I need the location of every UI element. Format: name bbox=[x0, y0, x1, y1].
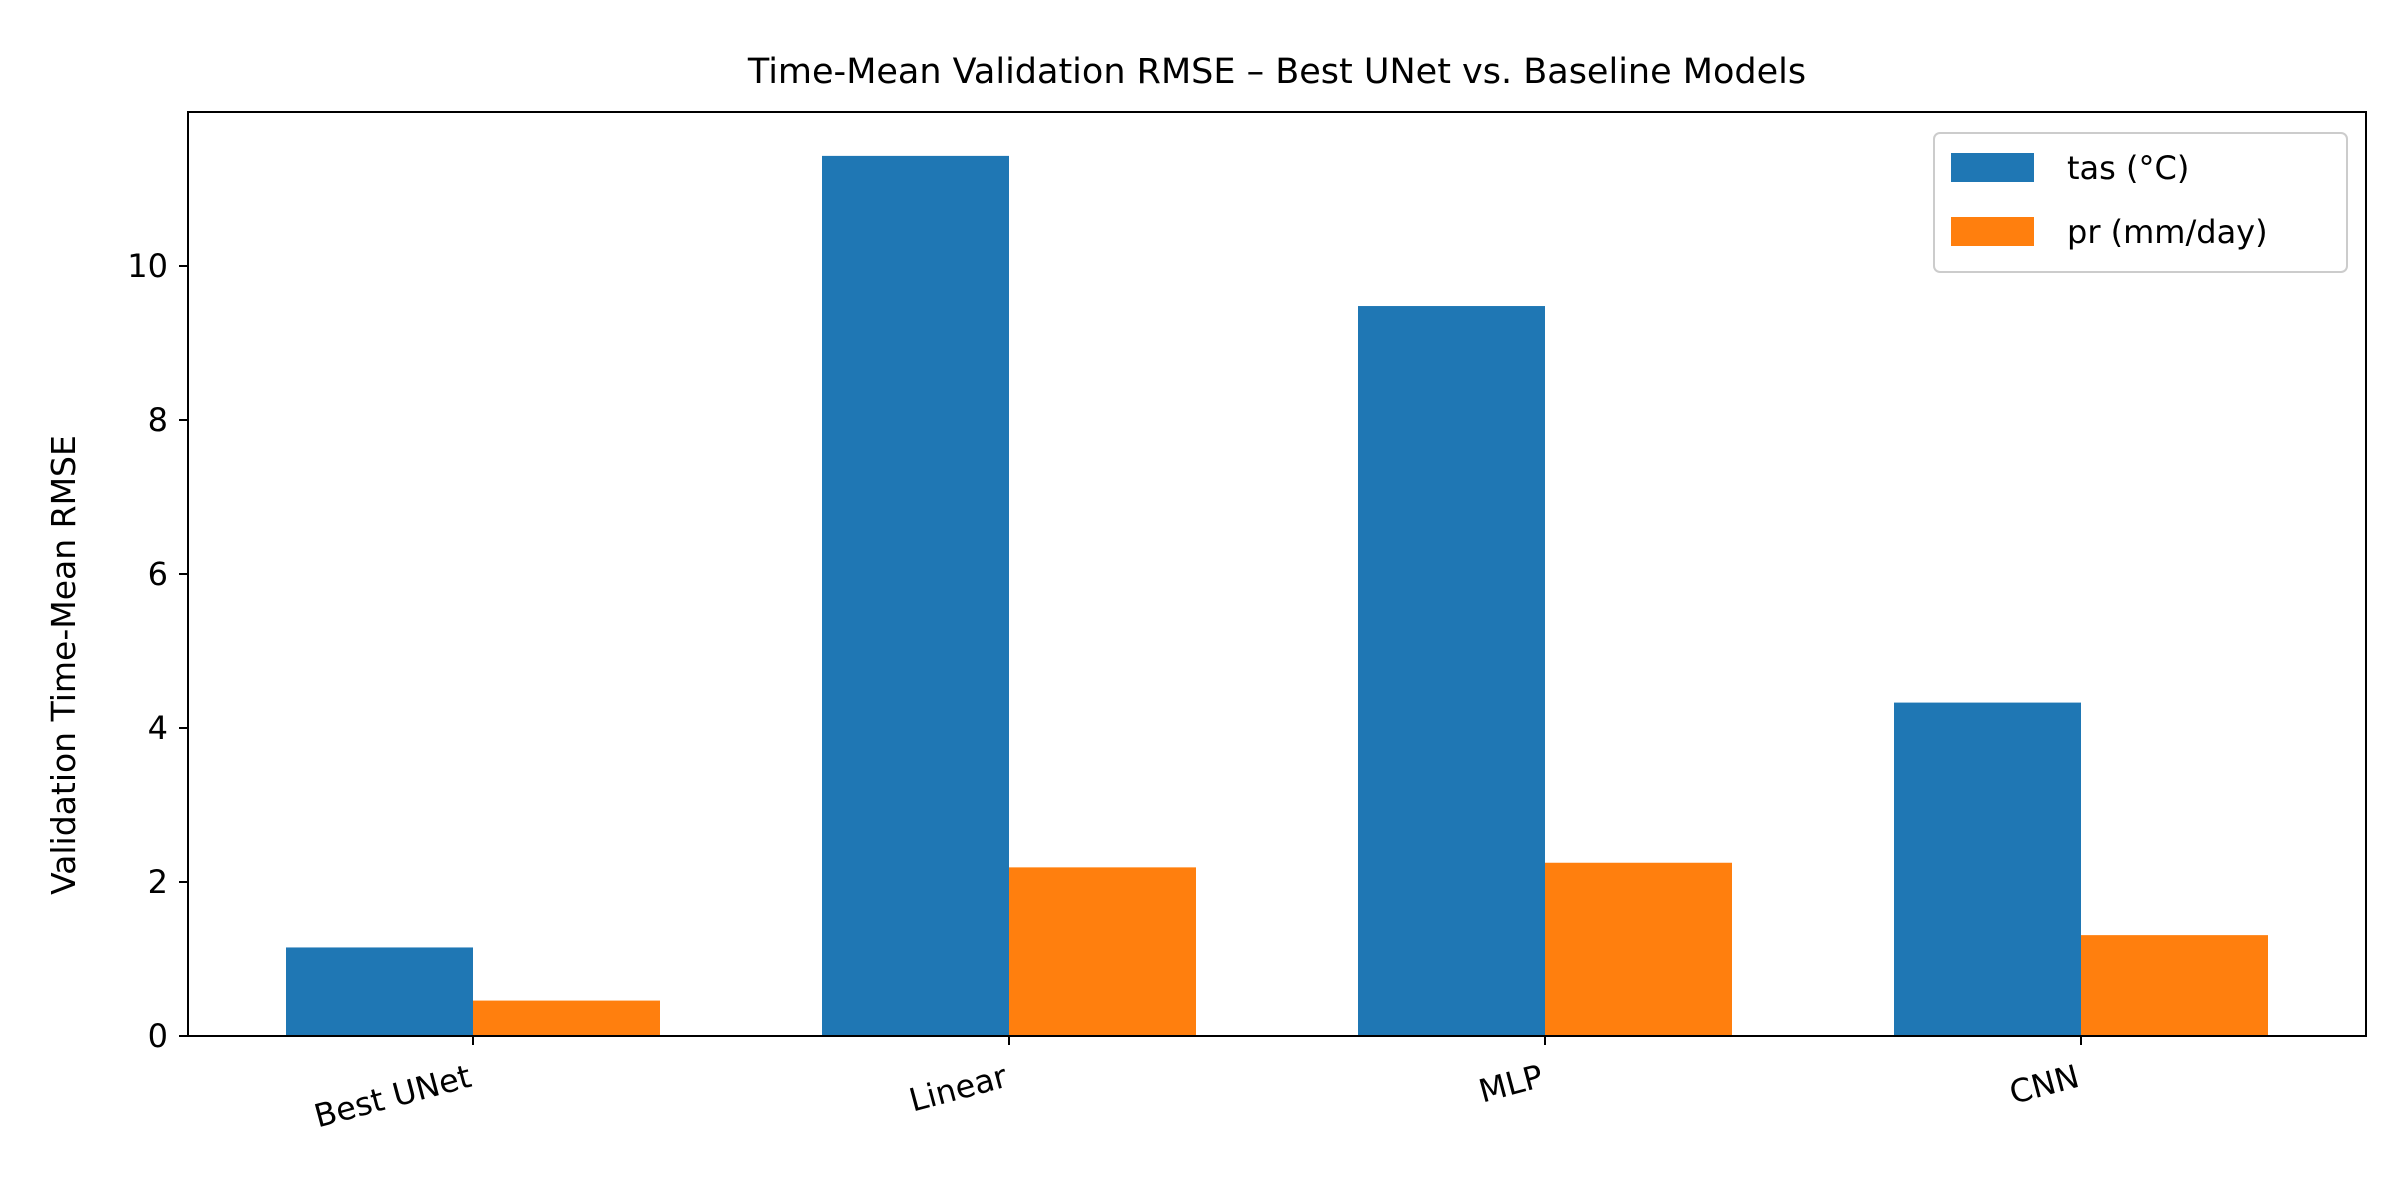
x-tick-label: Linear bbox=[905, 1057, 1012, 1120]
y-tick-label: 2 bbox=[148, 863, 168, 901]
legend: tas (°C) pr (mm/day) bbox=[1933, 132, 2348, 273]
legend-label: tas (°C) bbox=[2067, 149, 2189, 187]
bar-series-1-cnn bbox=[1894, 702, 2081, 1036]
legend-label: pr (mm/day) bbox=[2067, 213, 2268, 251]
y-tick-label: 0 bbox=[148, 1017, 168, 1055]
y-tick-label: 6 bbox=[148, 555, 168, 593]
x-axis-ticks: Best UNet Linear MLP CNN bbox=[310, 1036, 2083, 1135]
bar-series-1-mlp bbox=[1358, 306, 1545, 1036]
bars-group bbox=[286, 155, 2268, 1036]
bar-series-2-linear bbox=[1009, 867, 1196, 1036]
y-tick-label: 4 bbox=[148, 709, 168, 747]
plot-frame bbox=[187, 111, 2367, 1037]
y-axis-ticks: 0 2 4 6 8 10 bbox=[127, 247, 188, 1055]
bar-series-1-best-unet bbox=[286, 947, 473, 1036]
bar-series-2-best-unet bbox=[473, 1000, 660, 1036]
x-tick-label: CNN bbox=[2005, 1057, 2083, 1112]
chart-title: Time-Mean Validation RMSE – Best UNet vs… bbox=[747, 52, 1806, 92]
bar-series-2-mlp bbox=[1545, 862, 1732, 1036]
legend-swatch bbox=[1951, 153, 2034, 182]
legend-frame bbox=[1933, 132, 2348, 273]
y-tick-label: 10 bbox=[127, 247, 168, 285]
bar-series-2-cnn bbox=[2081, 935, 2268, 1036]
x-tick-label: MLP bbox=[1475, 1057, 1547, 1110]
y-axis-label: Validation Time-Mean RMSE bbox=[44, 435, 83, 895]
legend-swatch bbox=[1951, 217, 2034, 246]
x-tick-label: Best UNet bbox=[310, 1057, 475, 1135]
bar-series-1-linear bbox=[822, 155, 1009, 1036]
y-tick-label: 8 bbox=[148, 401, 168, 439]
